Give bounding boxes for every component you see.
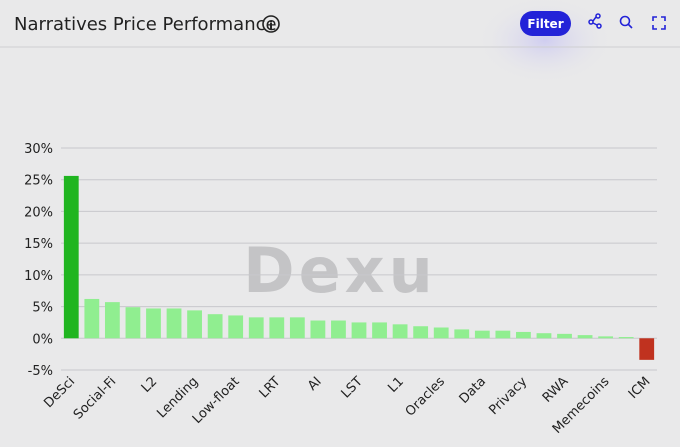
y-tick-label: 30% [24,142,53,157]
bar [187,310,202,339]
bar [557,333,572,339]
title: Narratives Price Performance [14,14,277,35]
x-tick-label: ICM [626,374,654,402]
x-tick-label: DeSci [41,374,78,411]
x-tick-label: Data [457,374,490,407]
y-tick-label: 20% [24,205,53,220]
bar [372,322,387,339]
fullscreen-icon[interactable] [652,16,666,30]
bar [146,308,161,339]
x-tick-label: LST [339,374,366,401]
bar [454,329,470,339]
x-tick-label: Oracles [403,374,448,419]
bar [207,314,223,339]
filter-button[interactable] [520,11,571,36]
x-tick-label: LRT [257,374,284,401]
bar [536,333,552,339]
bar [577,335,593,339]
filter-label[interactable]: Filter [527,17,563,31]
bar [433,327,449,339]
bar [228,315,244,339]
x-tick-label: AI [305,374,325,394]
bar [248,317,264,339]
y-tick-label: 5% [32,301,53,316]
search-icon[interactable] [619,15,633,29]
bar [84,298,100,339]
watermark: Dexu [243,234,437,307]
bar [474,330,490,339]
bar [269,317,285,339]
y-tick-label: 0% [32,332,53,347]
y-tick-label: -5% [28,364,53,379]
bar [310,320,326,339]
bar [392,324,408,339]
y-tick-label: 15% [24,237,53,252]
bar [289,317,305,339]
bar [639,338,655,360]
share-icon[interactable] [588,13,602,29]
x-tick-label: RWA [540,374,572,406]
y-tick-label: 25% [24,174,53,189]
bar [495,330,511,339]
x-tick-label: Privacy [486,374,530,418]
bar [516,331,531,339]
bar [413,326,429,339]
button-glow [475,0,615,85]
bar [125,307,141,339]
bar [618,337,634,339]
y-tick-label: 10% [24,269,53,284]
x-tick-label: L1 [385,374,407,396]
svg-text:i: i [269,19,273,32]
bar [598,336,614,339]
bar [104,302,120,339]
bar [331,320,346,339]
x-tick-label: L2 [139,374,161,396]
info-icon[interactable]: i [262,15,280,33]
bar [351,322,367,339]
bar [63,175,79,339]
bar [166,308,182,339]
x-tick-label: Social-Fi [71,374,119,422]
